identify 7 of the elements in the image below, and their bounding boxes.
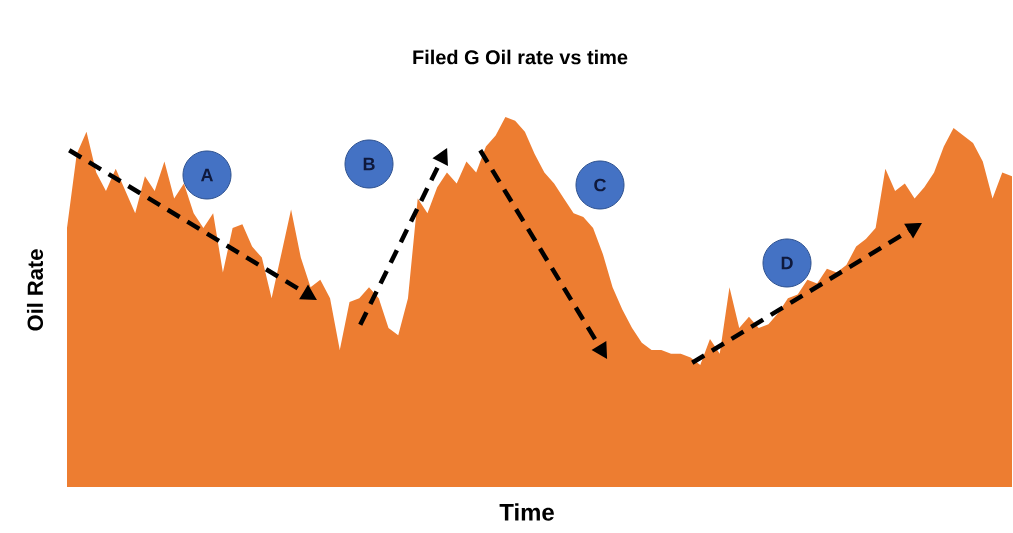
annotation: C <box>594 178 606 192</box>
x-axis-title: Time <box>499 503 554 521</box>
chart-title: Filed G Oil rate vs time <box>413 49 628 65</box>
y-axis-title: Oil Rate <box>26 249 44 331</box>
annotation: D <box>781 256 793 270</box>
annotation: B <box>363 157 375 171</box>
annotation: A <box>200 168 214 182</box>
